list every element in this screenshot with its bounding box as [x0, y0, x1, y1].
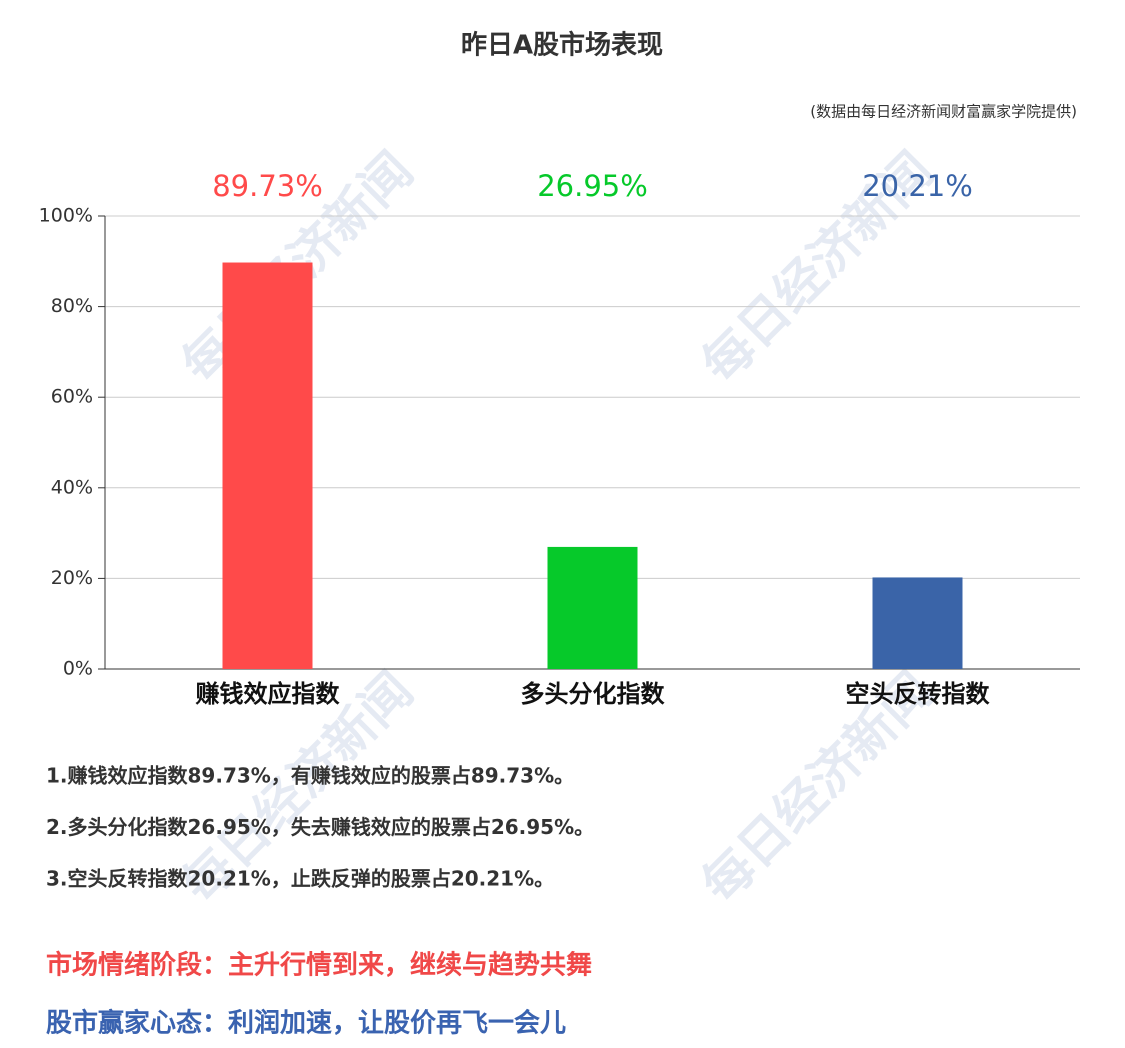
note: 1.赚钱效应指数89.73%，有赚钱效应的股票占89.73%。 — [46, 764, 574, 788]
y-tick-label: 20% — [51, 567, 93, 589]
x-tick-label: 赚钱效应指数 — [196, 680, 341, 708]
conclusion: 股市赢家心态：利润加速，让股价再飞一会儿 — [46, 1008, 566, 1039]
y-tick-label: 40% — [51, 476, 93, 498]
chart-title: 昨日A股市场表现 — [461, 30, 663, 61]
conclusion: 市场情绪阶段：主升行情到来，继续与趋势共舞 — [46, 950, 592, 981]
bar — [872, 577, 963, 669]
x-tick-label: 多头分化指数 — [521, 680, 666, 708]
note: 3.空头反转指数20.21%，止跌反弹的股票占20.21%。 — [46, 867, 554, 891]
value-label: 20.21% — [862, 169, 973, 203]
y-tick-label: 80% — [51, 295, 93, 317]
y-tick-label: 60% — [51, 386, 93, 408]
y-tick-label: 100% — [39, 205, 93, 227]
y-tick-label: 0% — [63, 658, 93, 680]
value-label: 89.73% — [212, 169, 323, 203]
bar — [222, 262, 313, 669]
value-label: 26.95% — [537, 169, 648, 203]
bar — [547, 546, 638, 669]
note: 2.多头分化指数26.95%，失去赚钱效应的股票占26.95%。 — [46, 815, 594, 839]
x-tick-label: 空头反转指数 — [846, 680, 991, 708]
chart-subtitle: (数据由每日经济新闻财富赢家学院提供) — [810, 103, 1077, 121]
